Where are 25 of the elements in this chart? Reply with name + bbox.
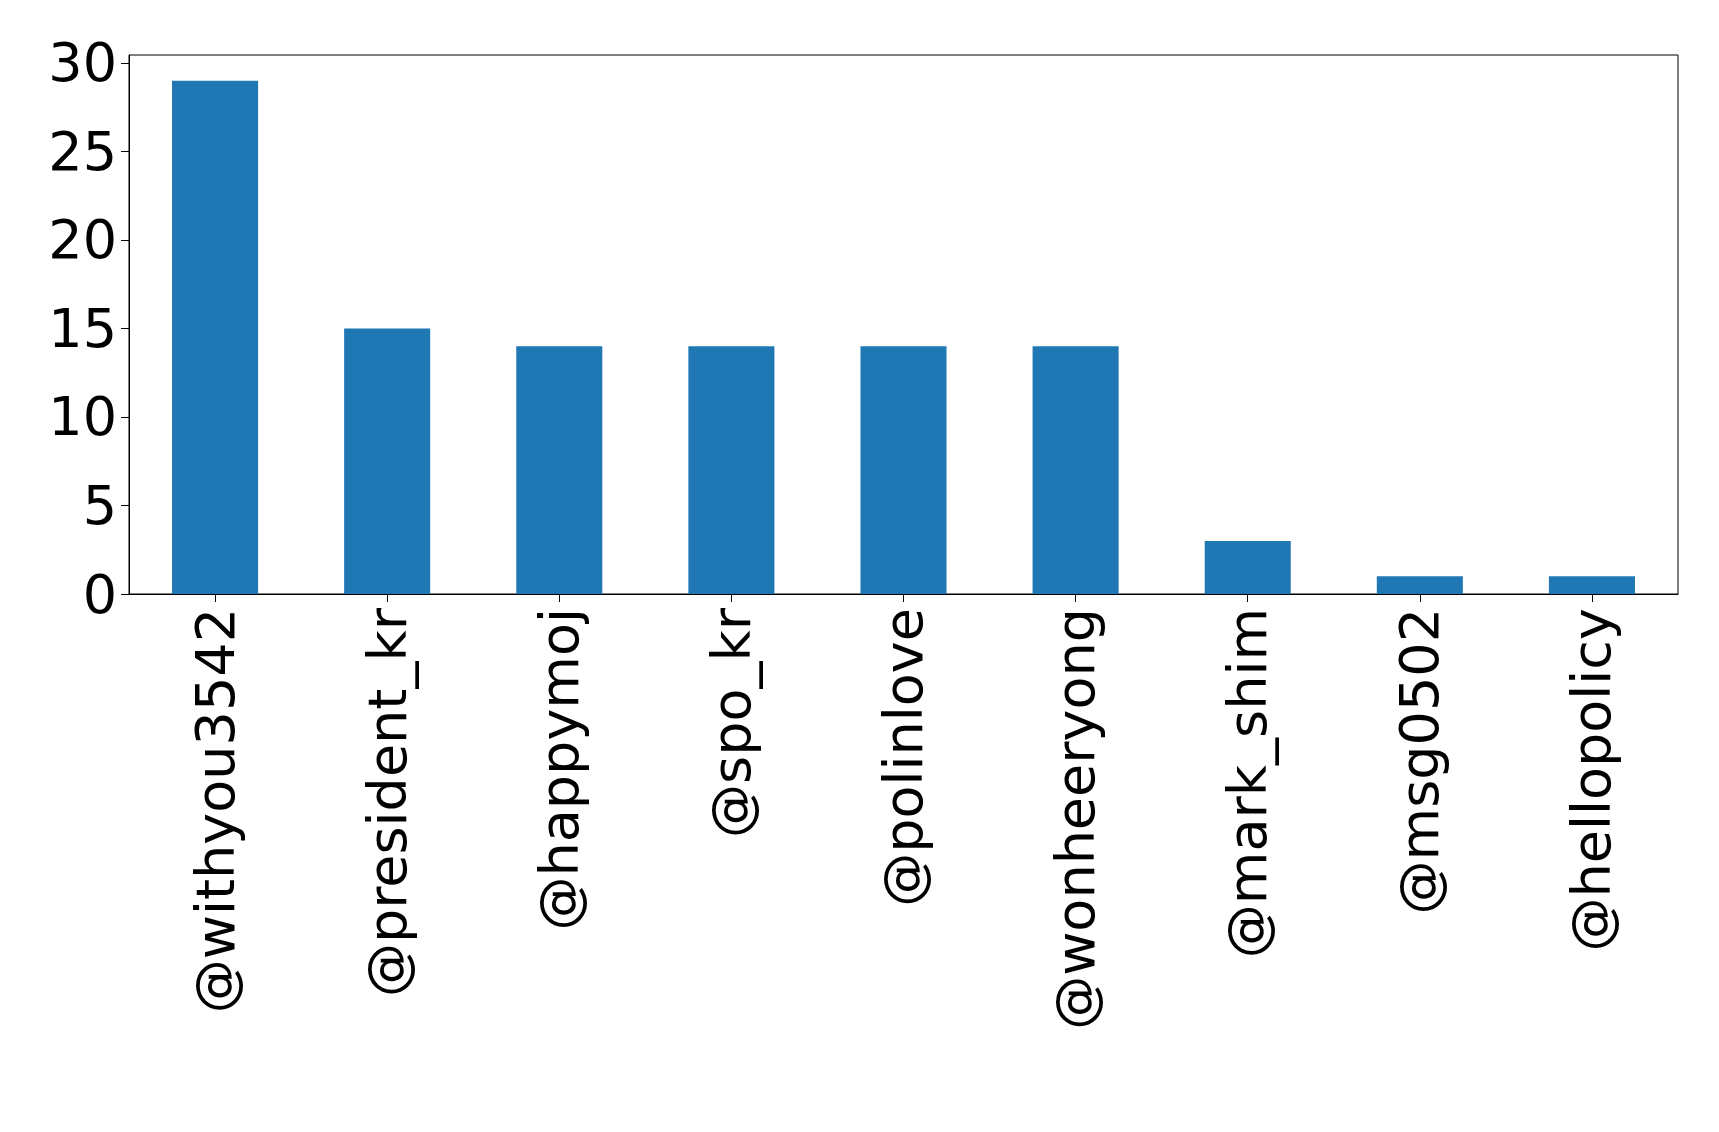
bar	[1548, 576, 1635, 594]
x-tick-label: @polinlove	[872, 608, 935, 907]
bar	[1376, 576, 1463, 594]
x-tick-label: @hellopolicy	[1560, 608, 1624, 952]
x-tick-label: @withyou3542	[183, 608, 247, 1014]
x-tick-label: @spo_kr	[699, 607, 763, 838]
x-tick-label: @happymoj	[527, 608, 591, 931]
y-tick-label: 5	[82, 473, 117, 537]
x-tick-label: @wonheeryong	[1044, 608, 1108, 1030]
y-tick-label: 25	[48, 119, 117, 183]
y-tick-label: 15	[48, 296, 117, 360]
y-tick-label: 0	[82, 562, 117, 626]
bar	[860, 346, 947, 594]
bar	[1204, 540, 1291, 594]
x-tick-label: @president_kr	[355, 607, 419, 998]
y-tick-label: 20	[48, 208, 117, 272]
bar	[172, 80, 259, 594]
bar	[344, 328, 431, 594]
bar	[1032, 346, 1119, 594]
x-tick-label: @mark_shim	[1216, 608, 1280, 959]
bar	[688, 346, 775, 594]
y-tick-label: 10	[48, 385, 117, 449]
bar	[516, 346, 603, 594]
x-tick-label: @msg0502	[1388, 608, 1452, 915]
y-tick-label: 30	[48, 31, 117, 95]
